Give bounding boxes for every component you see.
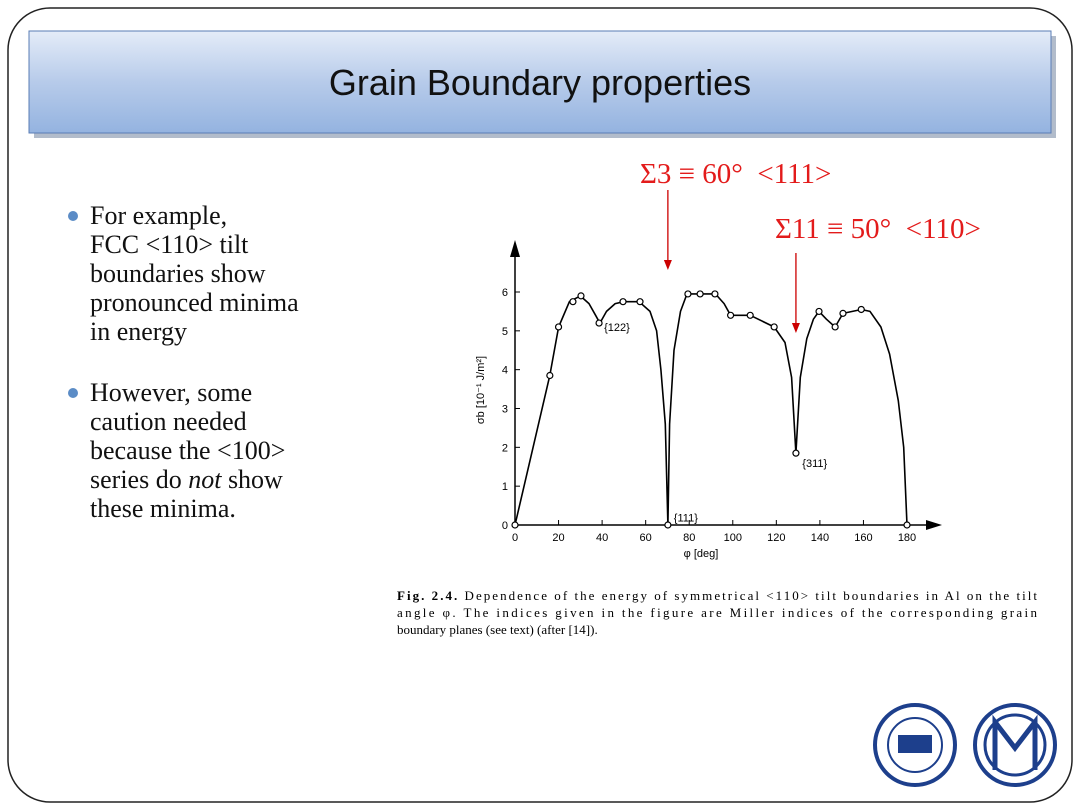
plane-label: {111}: [674, 512, 698, 524]
logo: [887, 717, 943, 773]
figure: 0 20 40 60 80 100 120 140 160 180 0 1 2 3 4 5 6 φ [deg] σb…: [397, 240, 1038, 637]
data-point: [511, 521, 519, 529]
y-tick-label: 3: [502, 404, 508, 416]
x-tick-label: 100: [724, 532, 742, 544]
data-point: [839, 309, 847, 317]
caption-line: angle φ. The indices given in the figure…: [397, 605, 1038, 620]
x-tick-label: 180: [898, 532, 916, 544]
annotation: Σ3 ≡ 60° <111>: [640, 158, 831, 190]
data-point: [696, 290, 704, 298]
logo: [983, 713, 1047, 777]
y-tick-label: 0: [502, 520, 508, 532]
bullet-line: these minima.: [90, 494, 236, 523]
x-tick-label: 20: [552, 532, 564, 544]
data-point: [569, 298, 577, 306]
slide-title: Grain Boundary properties: [329, 62, 751, 103]
data-point: [684, 290, 692, 298]
logo: [992, 714, 1038, 770]
x-axis-label: φ [deg]: [684, 548, 719, 560]
bullet-line: FCC <110> tilt: [90, 230, 249, 259]
data-point: [903, 521, 911, 529]
data-point: [554, 323, 563, 331]
data-point: [595, 319, 603, 327]
bullet-dot: [68, 388, 78, 398]
bullet-dot: [68, 211, 78, 221]
annotations: Σ3 ≡ 60° <111> Σ11 ≡ 50° <110>: [640, 158, 981, 245]
data-point: [664, 521, 672, 529]
data-point: [815, 307, 823, 316]
data-point: [831, 323, 839, 331]
logo: [898, 735, 932, 753]
x-tick-label: 140: [811, 532, 829, 544]
caption-line: Fig. 2.4. Dependence of the energy of sy…: [397, 588, 1037, 603]
caption-label: Fig. 2.4.: [397, 588, 457, 603]
slide-frame: [7, 7, 1073, 803]
bullet-line: pronounced minima: [90, 288, 299, 317]
y-tick-label: 4: [502, 365, 508, 377]
plane-label: {311}: [802, 458, 827, 470]
data-point: [857, 305, 865, 314]
data-point: [546, 371, 554, 380]
y-tick-label: 5: [502, 326, 508, 338]
data-point: [792, 449, 800, 457]
bullet-line: However, some: [90, 378, 252, 407]
annotation: Σ11 ≡ 50° <110>: [775, 213, 981, 245]
bullet-line: because the <100>: [90, 436, 285, 465]
data-point: [746, 311, 754, 319]
x-axis-arrow: [926, 520, 942, 530]
data-point: [770, 323, 778, 331]
text: show: [221, 465, 283, 494]
bullet-line: series do not show: [90, 465, 283, 494]
arrow-head: [663, 260, 672, 270]
x-tick-label: 160: [854, 532, 872, 544]
x-tick-label: 80: [683, 532, 695, 544]
bullet-line: caution needed: [90, 407, 247, 436]
data-point: [711, 290, 719, 298]
logos: [873, 703, 1057, 787]
title-bar: [28, 30, 1052, 134]
y-tick-label: 6: [502, 287, 508, 299]
bullet-list: For example, FCC <110> tilt boundaries s…: [68, 201, 299, 523]
data-point: [636, 298, 644, 306]
x-tick-label: 120: [767, 532, 785, 544]
plane-label: {122}: [604, 322, 630, 334]
y-axis-label: σb [10⁻¹ J/m²]: [475, 356, 487, 424]
y-tick-label: 1: [502, 481, 508, 493]
caption-line: boundary planes (see text) (after [14]).: [397, 622, 598, 637]
x-tick-label: 60: [640, 532, 652, 544]
arrow-head: [791, 323, 800, 333]
bullet-line: For example,: [90, 201, 227, 230]
y-axis-arrow: [510, 240, 520, 257]
caption-text: Dependence of the energy of symmetrical …: [459, 588, 1037, 603]
data-point: [726, 311, 735, 319]
text: series do: [90, 465, 188, 494]
x-tick-label: 40: [596, 532, 608, 544]
data-point: [619, 298, 627, 306]
bullet-line: boundaries show: [90, 259, 266, 288]
bullet-line: in energy: [90, 317, 187, 346]
x-tick-label: 0: [512, 532, 518, 544]
y-tick-label: 2: [502, 442, 508, 454]
data-point: [577, 292, 585, 300]
emphasis: not: [188, 465, 222, 494]
